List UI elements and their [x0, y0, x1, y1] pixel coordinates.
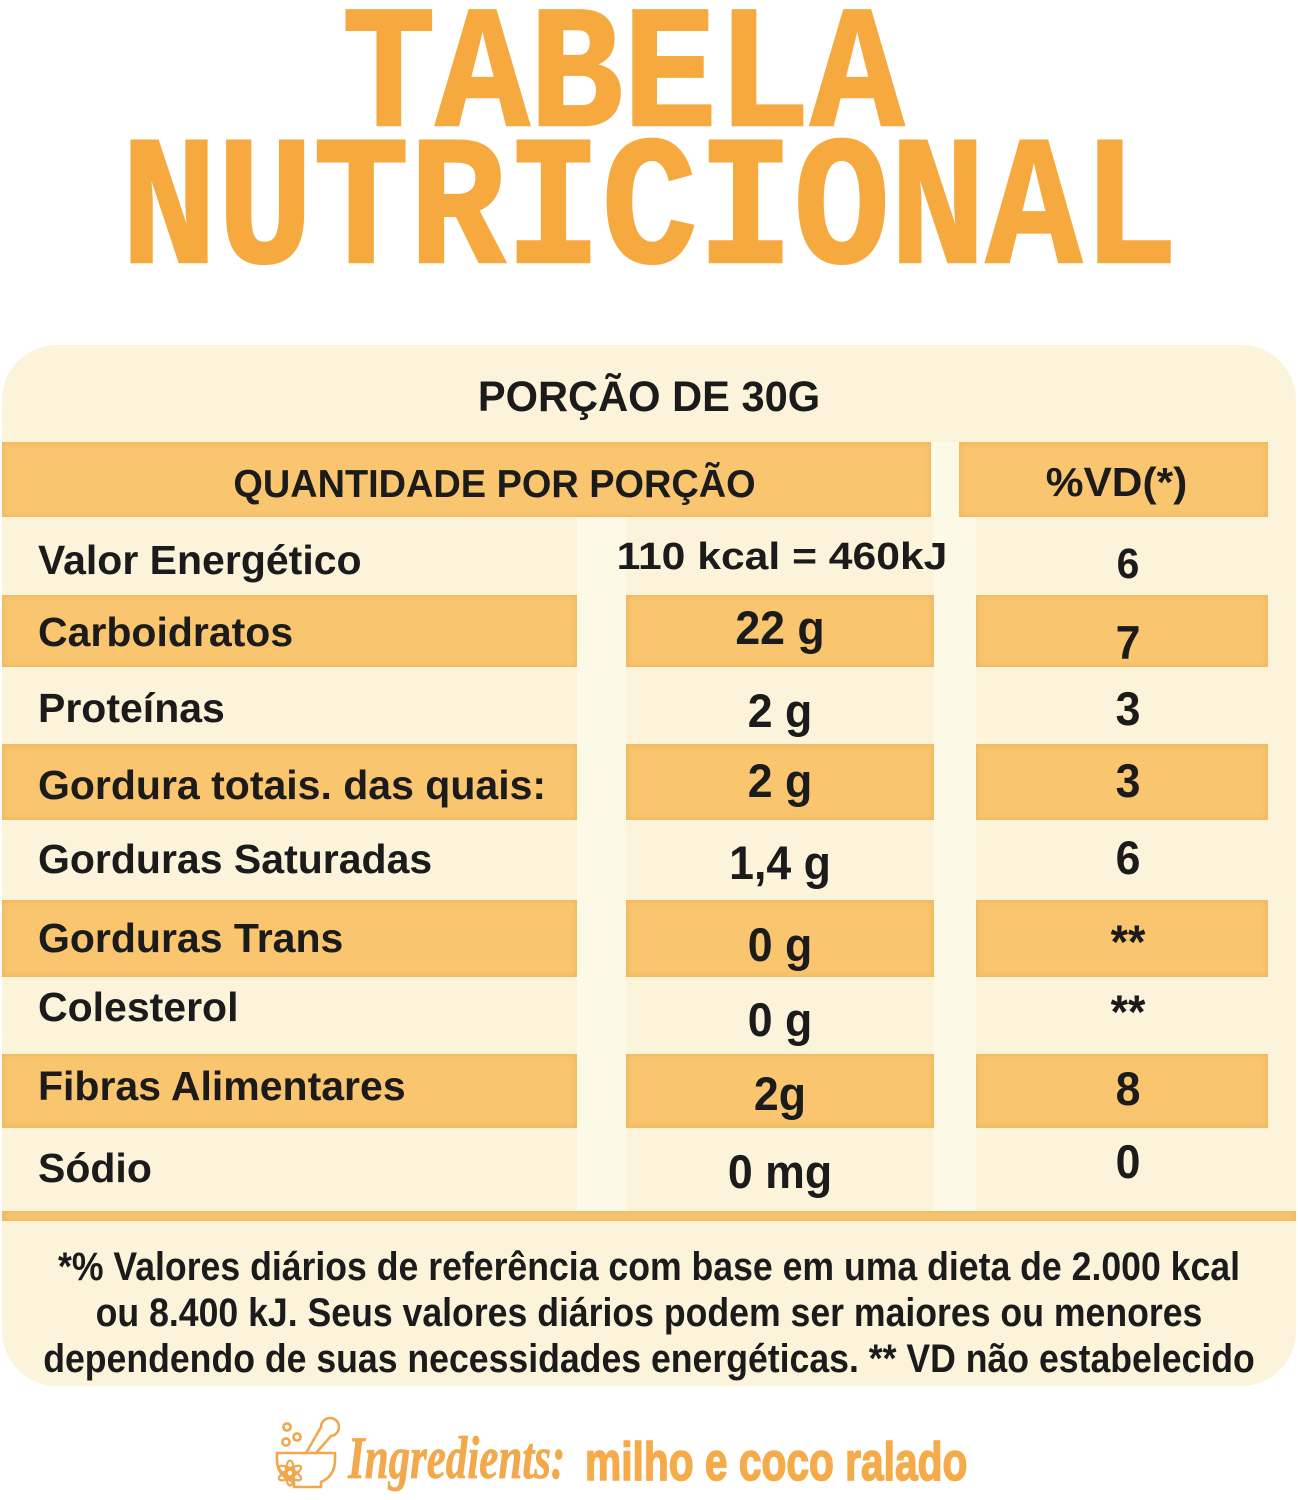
svg-text:TABELA: TABELA [342, 0, 905, 178]
svg-text:NUTRICIONAL: NUTRICIONAL [121, 110, 1178, 300]
